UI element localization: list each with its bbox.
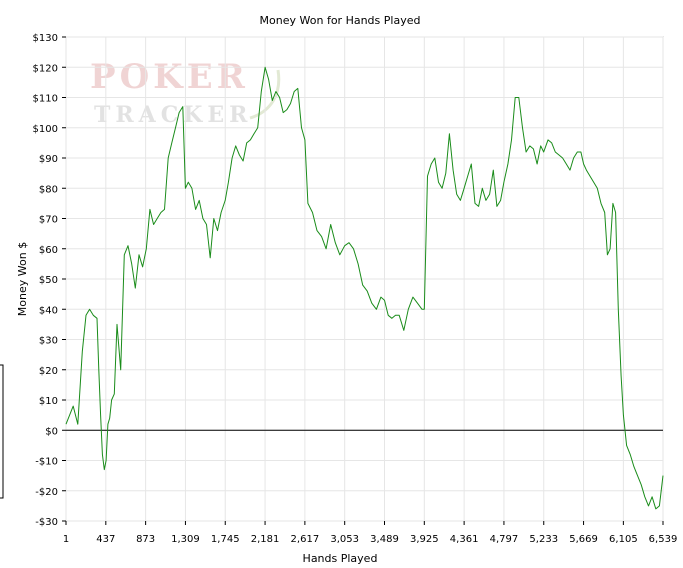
x-tick-label: 1,309 (171, 534, 200, 545)
y-tick-label: $50 (39, 275, 58, 286)
y-tick-label: $70 (39, 215, 58, 226)
x-axis-ticks: 1 437 873 1,309 1,745 2,181 2,617 3,053 3,489 3,9… (63, 521, 678, 545)
x-tick-label: 4,361 (450, 534, 479, 545)
y-tick-label: -$10 (35, 457, 58, 468)
y-tick-label: $120 (33, 63, 58, 74)
x-tick-label: 6,539 (649, 534, 678, 545)
x-tick-label: 873 (136, 534, 155, 545)
y-axis-ticks: -$30 -$20 -$10 $0 $10 $20 $30 $40 $50 $60 $70 $80 $9… (33, 33, 66, 528)
y-tick-label: $130 (33, 33, 58, 44)
x-axis-title: Hands Played (303, 552, 378, 565)
y-tick-label: $60 (39, 245, 58, 256)
y-axis-title: Money Won $ (16, 242, 29, 316)
y-tick-label: -$20 (35, 487, 58, 498)
y-tick-label: $80 (39, 184, 58, 195)
x-tick-label: 5,233 (529, 534, 558, 545)
x-tick-label: 5,669 (569, 534, 598, 545)
chart-title: Money Won for Hands Played (260, 14, 421, 27)
watermark-line1: POKER (90, 57, 249, 97)
watermark-swoosh-icon (249, 69, 281, 120)
watermark-line2: TRACKER (94, 102, 252, 128)
y-tick-label: $0 (45, 426, 58, 437)
x-tick-label: 3,053 (330, 534, 359, 545)
y-tick-label: $100 (33, 124, 58, 135)
x-tick-label: 1 (63, 534, 69, 545)
y-tick-label: $110 (33, 94, 58, 105)
x-tick-label: 3,489 (370, 534, 399, 545)
x-tick-label: 2,181 (251, 534, 280, 545)
x-tick-label: 4,797 (490, 534, 519, 545)
x-tick-label: 2,617 (291, 534, 320, 545)
y-tick-label: -$30 (35, 517, 58, 528)
y-tick-label: $20 (39, 366, 58, 377)
watermark-logo: POKER TRACKER (90, 57, 281, 128)
series-layer (65, 66, 664, 510)
x-tick-label: 3,925 (410, 534, 439, 545)
series-line-money-won (65, 66, 664, 510)
x-tick-label: 1,745 (211, 534, 240, 545)
y-tick-label: $40 (39, 305, 58, 316)
y-tick-label: $30 (39, 336, 58, 347)
x-tick-label: 437 (96, 534, 115, 545)
left-edge-bracket (0, 364, 4, 499)
y-tick-label: $10 (39, 396, 58, 407)
grid-lines (65, 36, 664, 522)
x-tick-label: 6,105 (609, 534, 638, 545)
y-tick-label: $90 (39, 154, 58, 165)
